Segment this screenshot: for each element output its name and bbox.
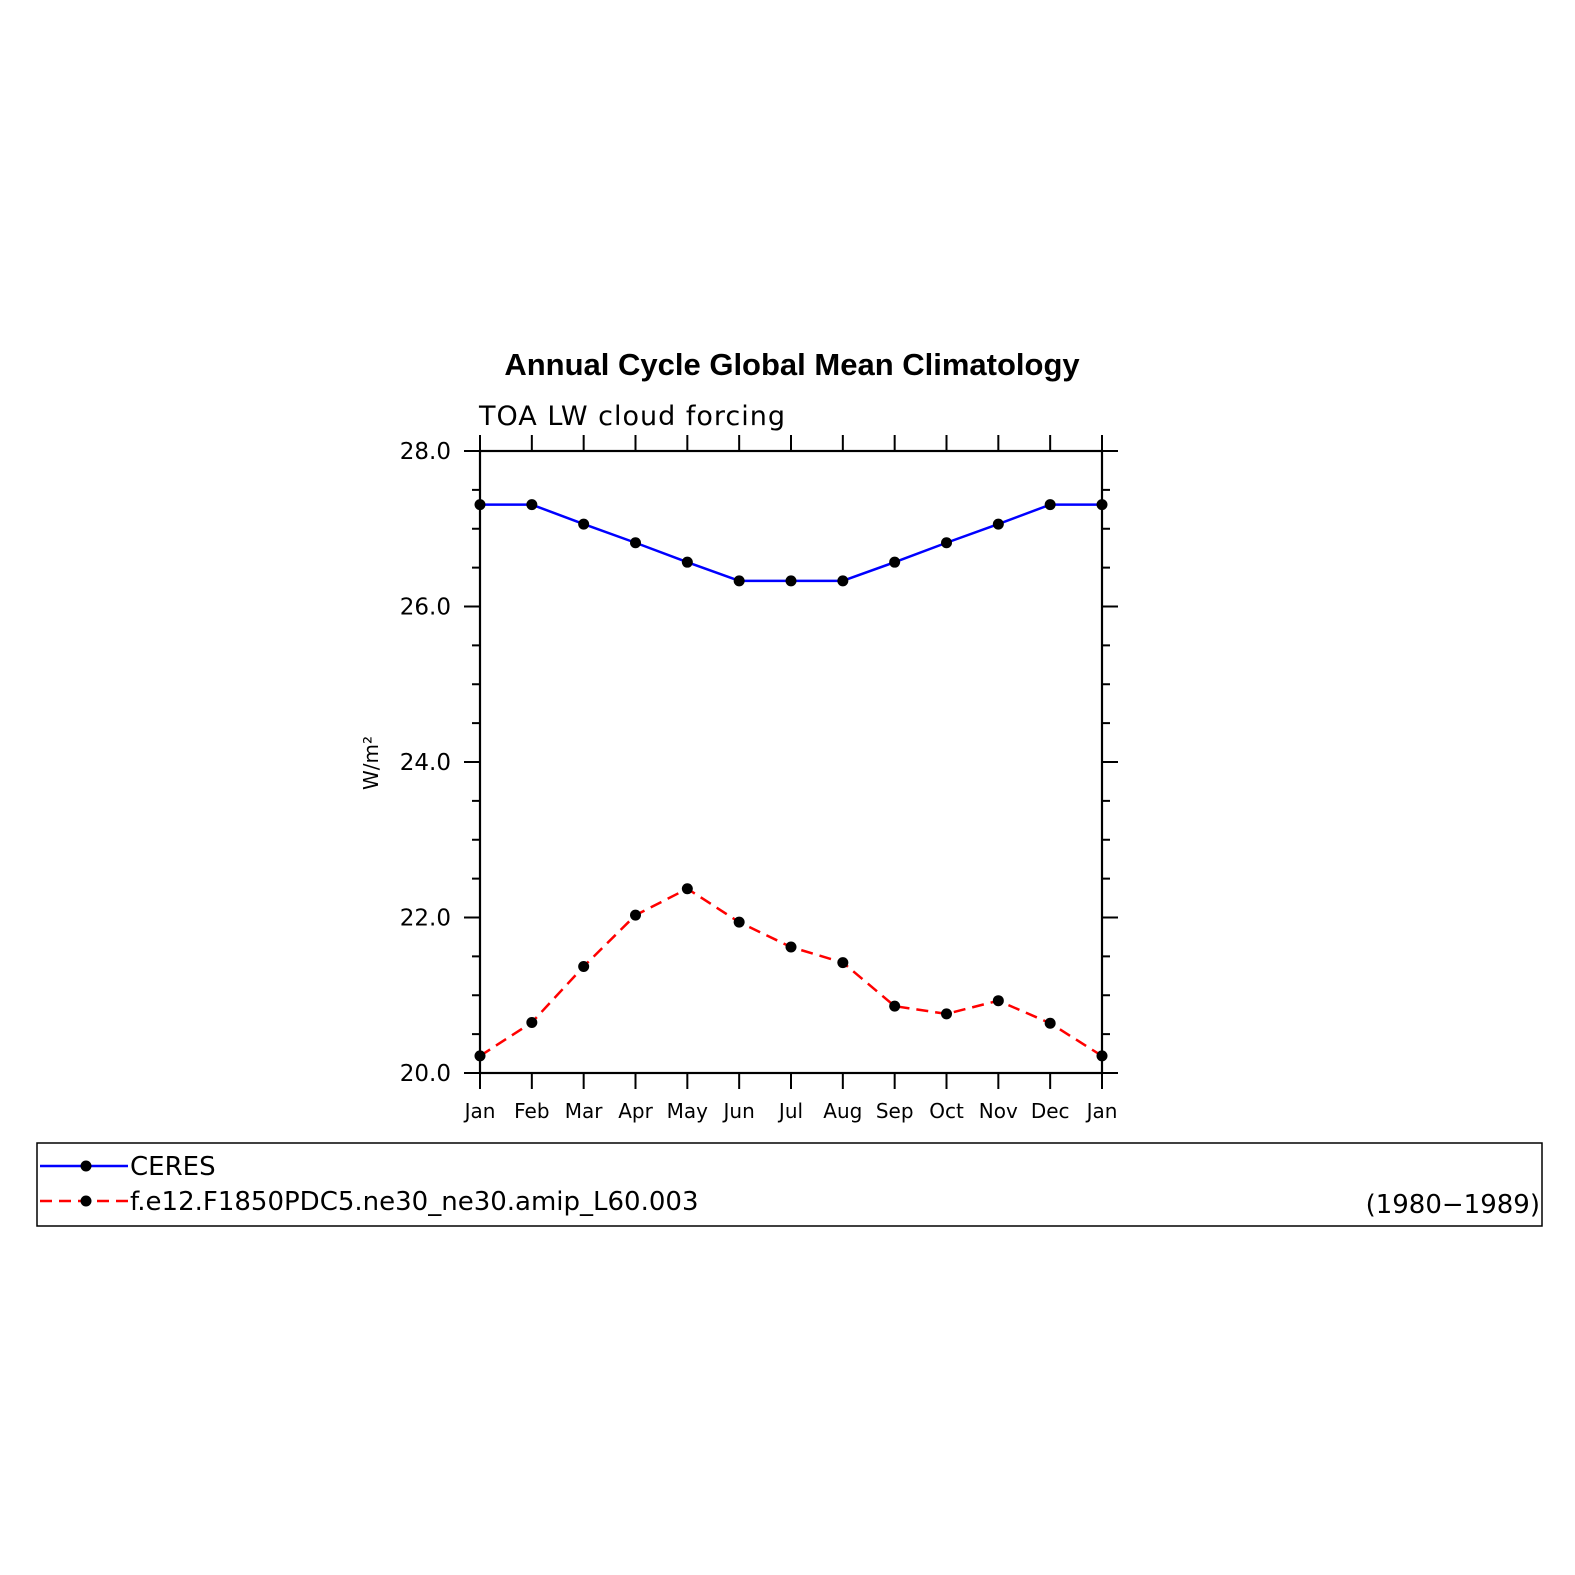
x-tick-label: Jan [463, 1099, 496, 1123]
legend: CERES f.e12.F1850PDC5.ne30_ne30.amip_L60.… [36, 1142, 1543, 1227]
x-tick-label: Jul [777, 1099, 803, 1123]
y-tick-label: 26.0 [400, 595, 451, 621]
series-2-point [1044, 1017, 1056, 1029]
legend-label-2: f.e12.F1850PDC5.ne30_ne30.amip_L60.003 [130, 1187, 698, 1217]
x-tick-label: Aug [823, 1099, 862, 1123]
x-tick-label: Jun [722, 1099, 755, 1123]
series-1-point [1044, 499, 1056, 511]
x-tick-label: Apr [618, 1099, 653, 1123]
plot-frame [478, 449, 1104, 1075]
legend-period-note: (1980−1989) [1366, 1190, 1540, 1220]
series-1-point [630, 537, 641, 549]
legend-marker-2 [80, 1195, 92, 1207]
series-1-point [837, 575, 849, 587]
series-2-point [785, 941, 797, 953]
legend-label-1: CERES [130, 1152, 216, 1182]
series-1-point [681, 556, 693, 568]
plot-area [478, 449, 1104, 1075]
y-tick-label: 24.0 [400, 750, 451, 776]
series-1-point [785, 575, 797, 587]
legend-box [36, 1142, 1543, 1227]
chart-subtitle: TOA LW cloud forcing [478, 401, 786, 432]
series-2-point [526, 1016, 538, 1028]
series-2-point [474, 1050, 486, 1062]
series-1-point [889, 556, 901, 568]
x-tick-label: Sep [876, 1099, 914, 1123]
series-2-point [941, 1008, 952, 1020]
series-2-point [681, 883, 693, 895]
x-tick-label: Nov [979, 1099, 1018, 1123]
series-layer [474, 499, 1108, 1062]
series-1-point [733, 575, 745, 587]
x-tick-label: Mar [565, 1099, 604, 1123]
x-tick-label: Jan [1085, 1099, 1118, 1123]
series-line-2 [479, 887, 1103, 1057]
y-axis: 20.0 22.0 24.0 26.0 28.0 [400, 439, 1118, 1087]
series-1-point [1096, 499, 1108, 511]
series-2-point [837, 957, 849, 969]
series-1-point [992, 518, 1004, 530]
series-line-1 [480, 503, 1102, 583]
series-2-point [889, 1000, 901, 1012]
y-axis-label: W/m² [359, 736, 383, 790]
x-axis: Jan Feb Mar Apr May Jun Jul Aug Sep Oct Nov Dec Jan [463, 435, 1118, 1123]
series-2-point [992, 995, 1004, 1007]
chart-title: Annual Cycle Global Mean Climatology [504, 347, 1080, 382]
y-tick-label: 28.0 [400, 439, 451, 465]
series-2-point [578, 960, 590, 972]
series-1-point [526, 499, 538, 511]
series-2-point [1096, 1050, 1108, 1062]
series-2-point [630, 909, 641, 921]
legend-marker-1 [80, 1160, 92, 1172]
x-tick-label: Oct [929, 1099, 964, 1123]
x-tick-label: May [667, 1099, 709, 1123]
x-tick-label: Dec [1031, 1099, 1070, 1123]
x-tick-label: Feb [514, 1099, 549, 1123]
y-tick-label: 22.0 [400, 906, 451, 932]
series-1-point [578, 518, 590, 530]
y-tick-label: 20.0 [400, 1061, 451, 1087]
series-1-point [474, 499, 486, 511]
series-1-point [941, 537, 952, 549]
series-2-point [733, 916, 745, 928]
